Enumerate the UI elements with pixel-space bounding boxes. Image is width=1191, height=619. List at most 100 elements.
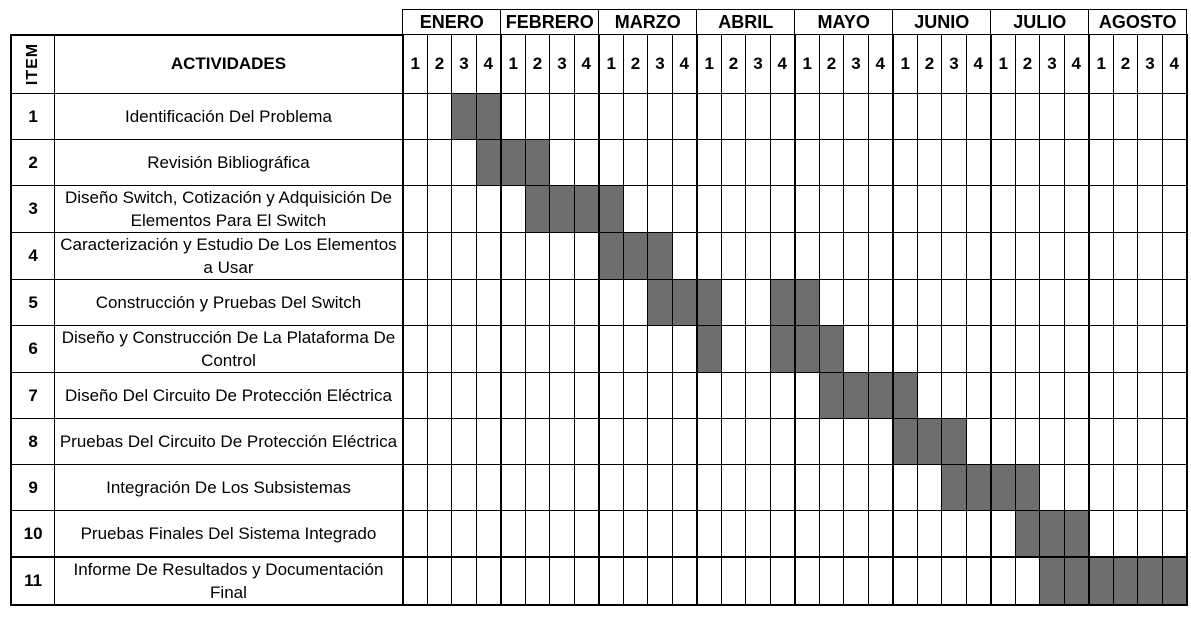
schedule-empty-cell [745,372,771,419]
schedule-empty-cell [695,556,722,606]
schedule-empty-cell [1137,232,1163,280]
schedule-empty-cell [1063,325,1090,373]
schedule-empty-cell [1039,139,1065,186]
schedule-empty-cell [1112,510,1139,558]
schedule-empty-cell [941,325,967,373]
schedule-empty-cell [597,139,624,186]
schedule-empty-cell [647,139,673,186]
schedule-empty-cell [745,510,771,558]
schedule-empty-cell [1087,232,1114,280]
schedule-empty-cell [1137,464,1163,511]
schedule-empty-cell [965,325,992,373]
schedule-empty-cell [549,279,575,326]
activity-row: 1 Identificación Del Problema [10,93,1188,140]
schedule-empty-cell [818,510,845,558]
schedule-empty-cell [1063,232,1090,280]
schedule-empty-cell [573,372,600,419]
schedule-bar-cell [891,418,918,465]
week-number: 2 [720,34,747,94]
week-number: 3 [1137,34,1163,94]
schedule-empty-cell [769,185,796,233]
week-number: 2 [524,34,551,94]
schedule-bar-cell [941,464,967,511]
schedule-empty-cell [475,325,502,373]
schedule-empty-cell [818,185,845,233]
schedule-empty-cell [647,464,673,511]
schedule-empty-cell [793,232,820,280]
schedule-empty-cell [426,372,453,419]
schedule-empty-cell [622,510,649,558]
schedule-empty-cell [671,510,698,558]
schedule-empty-cell [769,372,796,419]
schedule-empty-cell [549,556,575,606]
schedule-empty-cell [622,372,649,419]
schedule-bar-cell [989,464,1016,511]
schedule-empty-cell [1087,464,1114,511]
schedule-empty-cell [965,510,992,558]
activities-column-header: ACTIVIDADES [54,33,404,94]
schedule-empty-cell [451,464,477,511]
schedule-empty-cell [793,418,820,465]
schedule-empty-cell [597,556,624,606]
schedule-empty-cell [451,279,477,326]
schedule-bar-cell [597,232,624,280]
schedule-empty-cell [671,418,698,465]
schedule-empty-cell [965,556,992,606]
schedule-bar-cell [1039,556,1065,606]
schedule-empty-cell [499,372,526,419]
schedule-empty-cell [573,139,600,186]
schedule-empty-cell [1112,418,1139,465]
schedule-bar-cell [1014,464,1041,511]
schedule-empty-cell [916,185,943,233]
schedule-empty-cell [793,372,820,419]
schedule-empty-cell [941,139,967,186]
schedule-empty-cell [1039,93,1065,140]
schedule-empty-cell [891,464,918,511]
activity-name: Integración De Los Subsistemas [54,464,404,511]
schedule-bar-cell [524,185,551,233]
schedule-empty-cell [475,510,502,558]
schedule-empty-cell [671,139,698,186]
schedule-empty-cell [769,232,796,280]
schedule-empty-cell [1014,139,1041,186]
schedule-empty-cell [1112,232,1139,280]
schedule-empty-cell [524,372,551,419]
schedule-empty-cell [1161,279,1188,326]
schedule-empty-cell [401,139,428,186]
schedule-empty-cell [941,185,967,233]
schedule-empty-cell [426,325,453,373]
schedule-empty-cell [597,93,624,140]
schedule-empty-cell [843,185,869,233]
schedule-empty-cell [695,232,722,280]
schedule-empty-cell [573,464,600,511]
schedule-empty-cell [573,325,600,373]
schedule-empty-cell [451,139,477,186]
item-number: 10 [10,510,56,558]
schedule-empty-cell [720,325,747,373]
schedule-empty-cell [1014,232,1041,280]
schedule-empty-cell [524,232,551,280]
schedule-empty-cell [916,372,943,419]
schedule-empty-cell [499,232,526,280]
activity-name: Caracterización y Estudio De Los Element… [54,232,404,280]
schedule-empty-cell [426,93,453,140]
schedule-empty-cell [891,556,918,606]
item-header-label: ITEM [24,43,42,86]
item-number: 5 [10,279,56,326]
schedule-empty-cell [499,510,526,558]
schedule-empty-cell [769,556,796,606]
schedule-bar-cell [451,93,477,140]
schedule-empty-cell [1014,325,1041,373]
schedule-empty-cell [989,556,1016,606]
schedule-empty-cell [1137,185,1163,233]
schedule-empty-cell [818,556,845,606]
week-number: 4 [867,34,894,94]
item-number: 8 [10,418,56,465]
schedule-empty-cell [1039,232,1065,280]
week-number: 4 [965,34,992,94]
week-number: 1 [793,34,820,94]
activity-name: Construcción y Pruebas Del Switch [54,279,404,326]
schedule-empty-cell [965,185,992,233]
schedule-empty-cell [916,93,943,140]
schedule-empty-cell [916,139,943,186]
